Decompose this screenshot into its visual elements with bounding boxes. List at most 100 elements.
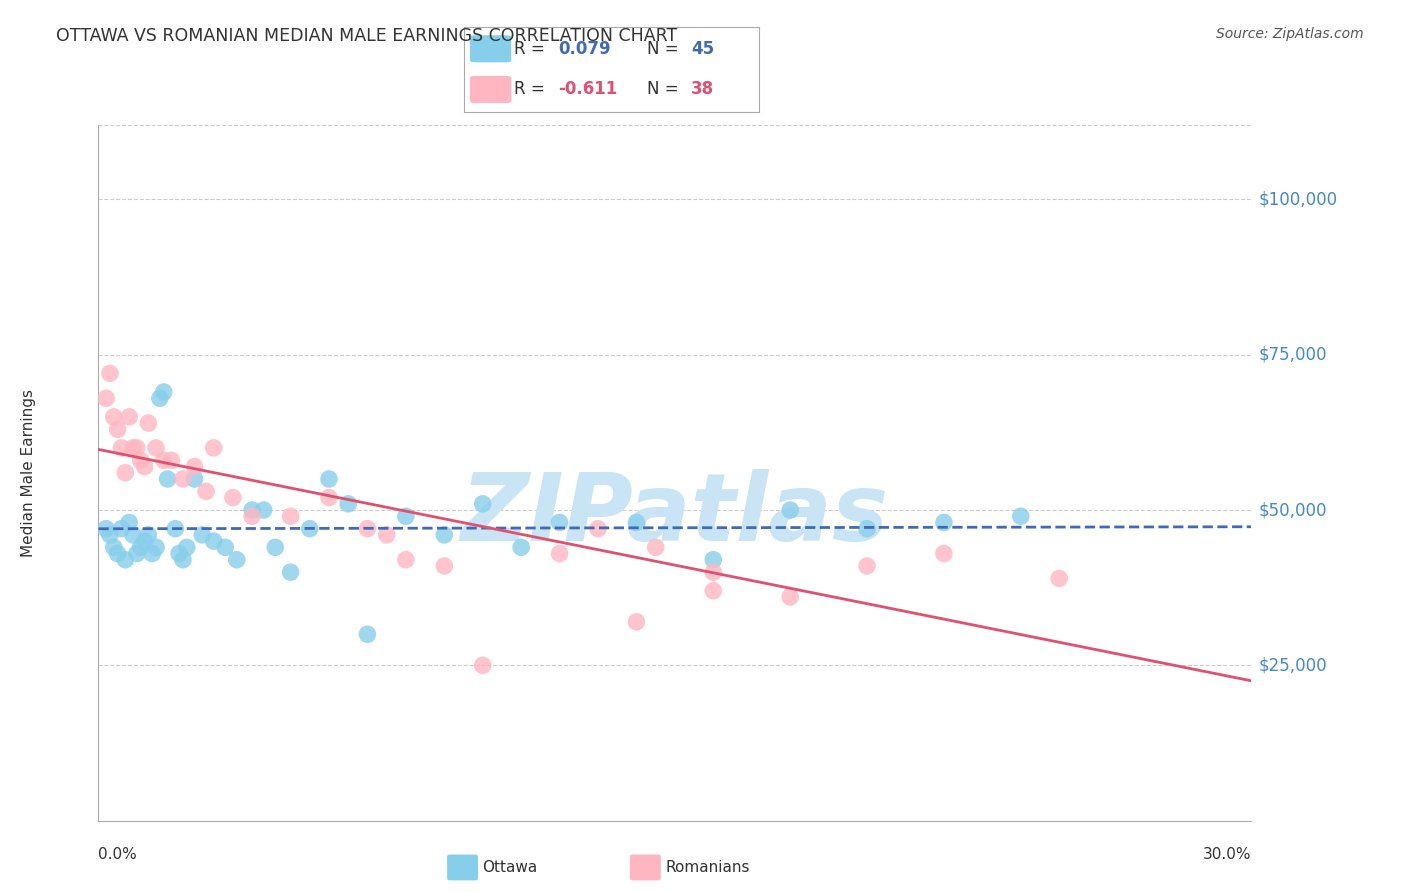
- Point: [107, 422, 129, 436]
- Point: [125, 547, 148, 561]
- Point: [125, 441, 148, 455]
- Text: Source: ZipAtlas.com: Source: ZipAtlas.com: [1216, 27, 1364, 41]
- Point: [167, 547, 190, 561]
- Point: [156, 472, 179, 486]
- Point: [375, 528, 398, 542]
- Point: [202, 441, 225, 455]
- Point: [129, 541, 152, 555]
- Point: [298, 522, 321, 536]
- Point: [395, 509, 418, 524]
- FancyBboxPatch shape: [470, 36, 512, 62]
- Point: [176, 541, 198, 555]
- Point: [214, 541, 236, 555]
- Point: [122, 441, 145, 455]
- Point: [318, 491, 340, 505]
- Point: [702, 552, 724, 567]
- Text: $50,000: $50,000: [1258, 501, 1327, 519]
- Text: $75,000: $75,000: [1258, 346, 1327, 364]
- Point: [152, 453, 174, 467]
- Point: [134, 534, 156, 549]
- Point: [253, 503, 276, 517]
- Point: [1047, 571, 1070, 585]
- Point: [225, 552, 247, 567]
- Point: [626, 615, 648, 629]
- Point: [433, 528, 456, 542]
- Point: [702, 565, 724, 579]
- Text: 45: 45: [692, 40, 714, 58]
- Text: $100,000: $100,000: [1258, 190, 1337, 209]
- Text: Ottawa: Ottawa: [482, 861, 537, 875]
- Point: [932, 547, 955, 561]
- Point: [280, 565, 302, 579]
- Point: [702, 583, 724, 598]
- Point: [110, 522, 132, 536]
- Text: Romanians: Romanians: [665, 861, 749, 875]
- Point: [122, 528, 145, 542]
- Point: [202, 534, 225, 549]
- FancyBboxPatch shape: [470, 76, 512, 103]
- Point: [141, 547, 163, 561]
- Point: [433, 558, 456, 573]
- Point: [779, 503, 801, 517]
- Point: [134, 459, 156, 474]
- Point: [107, 547, 129, 561]
- Point: [160, 453, 183, 467]
- Point: [183, 472, 205, 486]
- Text: N =: N =: [647, 40, 683, 58]
- Point: [172, 552, 194, 567]
- Text: 38: 38: [692, 80, 714, 98]
- Point: [471, 497, 494, 511]
- Point: [264, 541, 287, 555]
- Point: [240, 503, 263, 517]
- Text: Median Male Earnings: Median Male Earnings: [21, 389, 35, 557]
- Text: -0.611: -0.611: [558, 80, 617, 98]
- Point: [318, 472, 340, 486]
- Point: [118, 409, 141, 424]
- Point: [356, 627, 378, 641]
- Point: [856, 522, 879, 536]
- Point: [138, 416, 160, 430]
- Point: [172, 472, 194, 486]
- Point: [856, 558, 879, 573]
- Point: [586, 522, 609, 536]
- Point: [548, 516, 571, 530]
- Point: [118, 516, 141, 530]
- Point: [932, 516, 955, 530]
- Point: [356, 522, 378, 536]
- Text: OTTAWA VS ROMANIAN MEDIAN MALE EARNINGS CORRELATION CHART: OTTAWA VS ROMANIAN MEDIAN MALE EARNINGS …: [56, 27, 678, 45]
- Point: [110, 441, 132, 455]
- Point: [114, 466, 136, 480]
- Point: [644, 541, 666, 555]
- Text: R =: R =: [515, 80, 550, 98]
- Point: [94, 522, 117, 536]
- Point: [129, 453, 152, 467]
- Point: [138, 528, 160, 542]
- Text: N =: N =: [647, 80, 683, 98]
- Point: [145, 441, 167, 455]
- Point: [94, 391, 117, 405]
- Point: [222, 491, 245, 505]
- Point: [98, 367, 121, 381]
- Point: [149, 391, 172, 405]
- Text: ZIPatlas: ZIPatlas: [461, 468, 889, 560]
- Point: [103, 541, 125, 555]
- Point: [183, 459, 205, 474]
- Text: $25,000: $25,000: [1258, 657, 1327, 674]
- Point: [152, 384, 174, 399]
- Text: 0.079: 0.079: [558, 40, 612, 58]
- Point: [395, 552, 418, 567]
- Point: [103, 409, 125, 424]
- Point: [471, 658, 494, 673]
- Point: [280, 509, 302, 524]
- Point: [240, 509, 263, 524]
- Point: [1010, 509, 1032, 524]
- Point: [145, 541, 167, 555]
- Point: [626, 516, 648, 530]
- Text: R =: R =: [515, 40, 550, 58]
- Point: [337, 497, 360, 511]
- Point: [114, 552, 136, 567]
- Point: [779, 590, 801, 604]
- Point: [195, 484, 218, 499]
- Text: 30.0%: 30.0%: [1204, 847, 1251, 863]
- Point: [510, 541, 533, 555]
